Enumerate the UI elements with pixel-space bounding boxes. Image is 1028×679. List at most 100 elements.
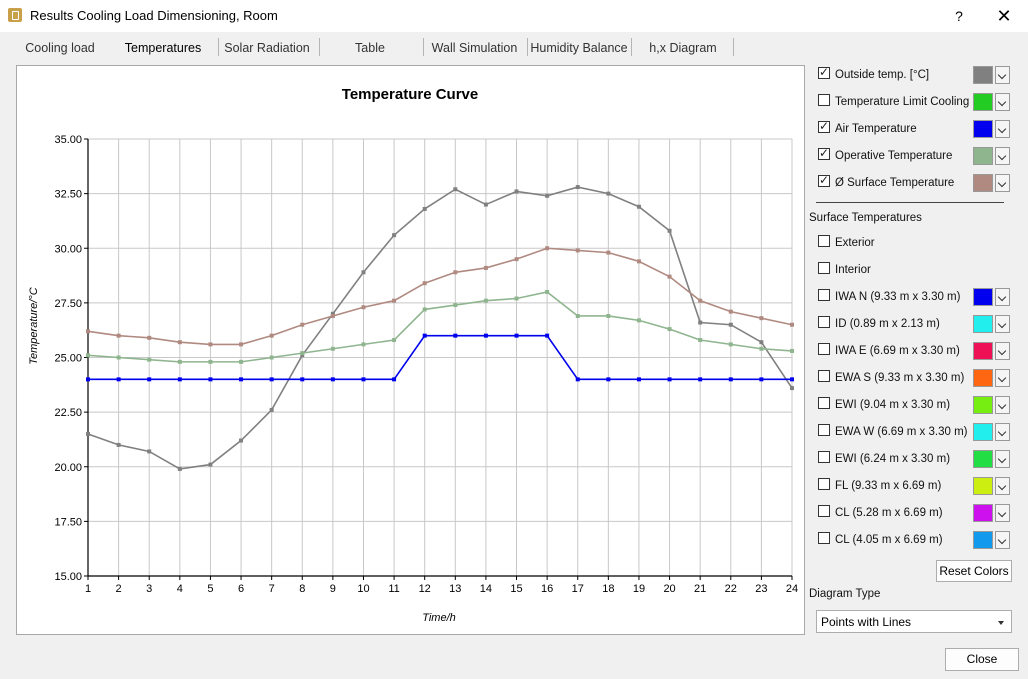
- y-tick-label: 20.00: [54, 462, 82, 474]
- color-swatch[interactable]: [973, 93, 993, 111]
- x-tick-label: 10: [357, 583, 369, 595]
- data-point: [86, 353, 90, 358]
- data-point: [790, 348, 794, 353]
- x-tick-label: 22: [725, 583, 737, 595]
- y-tick-label: 27.50: [54, 298, 82, 310]
- chevron-down-icon[interactable]: [995, 174, 1010, 192]
- color-swatch[interactable]: [973, 450, 993, 468]
- data-point: [667, 274, 672, 279]
- chevron-down-icon[interactable]: [995, 147, 1010, 165]
- data-point: [698, 377, 703, 382]
- data-point: [300, 377, 305, 382]
- color-swatch[interactable]: [973, 120, 993, 138]
- surface-checkbox[interactable]: [818, 343, 830, 355]
- chevron-down-icon[interactable]: [995, 342, 1010, 360]
- data-point: [453, 333, 458, 338]
- surface-checkbox[interactable]: [818, 451, 830, 463]
- series-checkbox[interactable]: [818, 173, 830, 187]
- surface-checkbox[interactable]: [818, 289, 830, 301]
- data-point: [453, 303, 458, 308]
- surface-checkbox[interactable]: [818, 262, 830, 274]
- chevron-down-icon[interactable]: [995, 66, 1010, 84]
- color-swatch[interactable]: [973, 66, 993, 84]
- diagram-type-select[interactable]: Points with Lines: [816, 610, 1012, 633]
- series-checkbox[interactable]: [818, 146, 830, 160]
- chevron-down-icon[interactable]: [995, 477, 1010, 495]
- data-point: [392, 298, 397, 303]
- series-line-surface-temperature: [87, 247, 793, 346]
- color-swatch[interactable]: [973, 477, 993, 495]
- data-point: [728, 342, 733, 347]
- series-checkbox[interactable]: [818, 119, 830, 133]
- chevron-down-icon[interactable]: [995, 531, 1010, 549]
- y-tick-label: 25.00: [54, 353, 82, 365]
- data-point: [698, 298, 703, 303]
- color-swatch[interactable]: [973, 504, 993, 522]
- color-swatch[interactable]: [973, 315, 993, 333]
- tab-hx-diagram[interactable]: h,x Diagram: [649, 41, 717, 55]
- close-window-icon[interactable]: ✕: [996, 6, 1012, 26]
- data-point: [392, 377, 397, 382]
- chevron-down-icon[interactable]: [995, 315, 1010, 333]
- chart-title: Temperature Curve: [342, 86, 478, 103]
- data-point: [177, 359, 182, 364]
- chevron-down-icon[interactable]: [995, 423, 1010, 441]
- series-checkbox[interactable]: [818, 94, 830, 106]
- series-label: Outside temp. [°C]: [835, 69, 930, 81]
- tab-separator: [423, 38, 424, 56]
- color-swatch[interactable]: [973, 396, 993, 414]
- color-swatch[interactable]: [973, 531, 993, 549]
- data-point: [239, 342, 244, 347]
- chevron-down-icon[interactable]: [995, 120, 1010, 138]
- surface-checkbox[interactable]: [818, 235, 830, 247]
- color-swatch[interactable]: [973, 174, 993, 192]
- data-point: [606, 377, 611, 382]
- data-point: [575, 377, 580, 382]
- tab-table[interactable]: Table: [355, 41, 385, 55]
- tab-solar-radiation[interactable]: Solar Radiation: [224, 41, 310, 55]
- surface-checkbox[interactable]: [818, 424, 830, 436]
- data-point: [698, 320, 703, 325]
- series-label: Temperature Limit Cooling: [835, 96, 970, 108]
- surface-checkbox[interactable]: [818, 505, 830, 517]
- color-swatch[interactable]: [973, 423, 993, 441]
- surface-checkbox[interactable]: [818, 478, 830, 490]
- chevron-down-icon[interactable]: [995, 396, 1010, 414]
- tab-separator: [733, 38, 734, 56]
- series-checkbox[interactable]: [818, 65, 830, 79]
- surface-label: Exterior: [835, 237, 875, 249]
- data-point: [728, 309, 733, 314]
- surface-label: ID (0.89 m x 2.13 m): [835, 318, 940, 330]
- surface-checkbox[interactable]: [818, 316, 830, 328]
- data-point: [483, 265, 488, 270]
- surface-label: CL (4.05 m x 6.69 m): [835, 534, 943, 546]
- chevron-down-icon[interactable]: [995, 504, 1010, 522]
- tab-wall-simulation[interactable]: Wall Simulation: [431, 41, 518, 55]
- chevron-down-icon[interactable]: [995, 369, 1010, 387]
- data-point: [239, 359, 244, 364]
- color-swatch[interactable]: [973, 369, 993, 387]
- surface-checkbox[interactable]: [818, 370, 830, 382]
- color-swatch[interactable]: [973, 342, 993, 360]
- tab-humidity-balance[interactable]: Humidity Balance: [530, 41, 628, 55]
- data-point: [239, 377, 244, 382]
- close-button[interactable]: Close: [945, 648, 1019, 671]
- data-point: [636, 259, 641, 264]
- data-point: [790, 322, 794, 327]
- data-point: [422, 206, 427, 211]
- color-swatch[interactable]: [973, 288, 993, 306]
- y-tick-label: 30.00: [54, 243, 82, 255]
- chevron-down-icon[interactable]: [995, 288, 1010, 306]
- y-tick-label: 32.50: [54, 189, 82, 201]
- tab-temperatures[interactable]: Temperatures: [124, 41, 202, 55]
- surface-checkbox[interactable]: [818, 532, 830, 544]
- surface-label: IWA E (6.69 m x 3.30 m): [835, 345, 960, 357]
- data-point: [361, 305, 366, 310]
- tab-cooling-load[interactable]: Cooling load: [25, 41, 95, 55]
- surface-checkbox[interactable]: [818, 397, 830, 409]
- chevron-down-icon[interactable]: [995, 93, 1010, 111]
- reset-colors-button[interactable]: Reset Colors: [936, 560, 1012, 582]
- chevron-down-icon[interactable]: [995, 450, 1010, 468]
- color-swatch[interactable]: [973, 147, 993, 165]
- help-button[interactable]: ?: [955, 8, 963, 24]
